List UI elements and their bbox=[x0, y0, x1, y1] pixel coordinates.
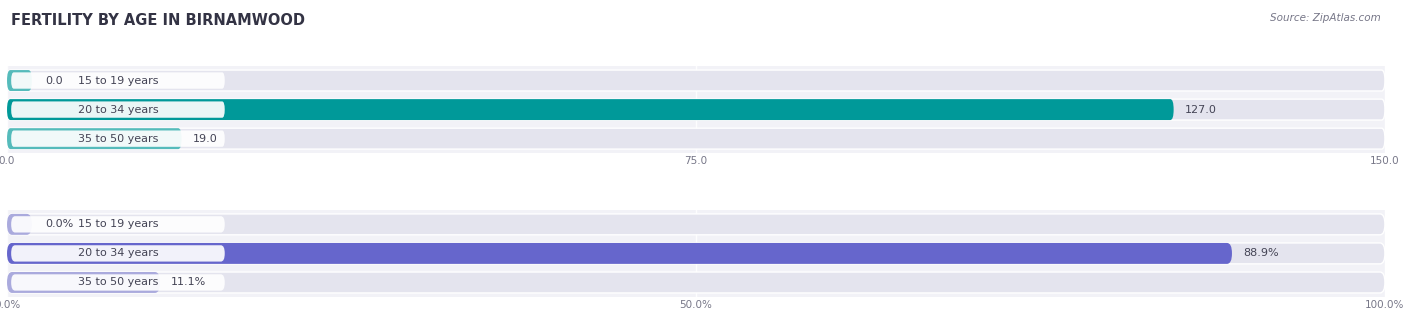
Text: 127.0: 127.0 bbox=[1185, 105, 1216, 115]
Text: 19.0: 19.0 bbox=[193, 134, 218, 144]
FancyBboxPatch shape bbox=[7, 243, 1385, 264]
FancyBboxPatch shape bbox=[7, 70, 32, 91]
FancyBboxPatch shape bbox=[7, 243, 1232, 264]
FancyBboxPatch shape bbox=[11, 130, 225, 147]
Text: 35 to 50 years: 35 to 50 years bbox=[77, 134, 157, 144]
Text: FERTILITY BY AGE IN BIRNAMWOOD: FERTILITY BY AGE IN BIRNAMWOOD bbox=[11, 13, 305, 28]
Text: 0.0: 0.0 bbox=[45, 76, 63, 85]
FancyBboxPatch shape bbox=[7, 128, 1385, 149]
FancyBboxPatch shape bbox=[7, 214, 1385, 235]
FancyBboxPatch shape bbox=[11, 245, 225, 262]
FancyBboxPatch shape bbox=[11, 101, 225, 118]
Text: 15 to 19 years: 15 to 19 years bbox=[77, 76, 159, 85]
FancyBboxPatch shape bbox=[11, 216, 225, 233]
FancyBboxPatch shape bbox=[7, 99, 1385, 120]
Text: 35 to 50 years: 35 to 50 years bbox=[77, 278, 157, 287]
Text: 11.1%: 11.1% bbox=[172, 278, 207, 287]
FancyBboxPatch shape bbox=[7, 70, 1385, 91]
Text: 0.0%: 0.0% bbox=[45, 219, 75, 229]
FancyBboxPatch shape bbox=[7, 272, 160, 293]
FancyBboxPatch shape bbox=[7, 272, 1385, 293]
Text: 20 to 34 years: 20 to 34 years bbox=[77, 105, 159, 115]
FancyBboxPatch shape bbox=[11, 72, 225, 89]
FancyBboxPatch shape bbox=[7, 128, 181, 149]
Text: 88.9%: 88.9% bbox=[1243, 248, 1278, 258]
Text: 15 to 19 years: 15 to 19 years bbox=[77, 219, 159, 229]
Text: Source: ZipAtlas.com: Source: ZipAtlas.com bbox=[1270, 13, 1381, 23]
FancyBboxPatch shape bbox=[7, 99, 1174, 120]
FancyBboxPatch shape bbox=[7, 214, 32, 235]
Text: 20 to 34 years: 20 to 34 years bbox=[77, 248, 159, 258]
FancyBboxPatch shape bbox=[11, 274, 225, 291]
